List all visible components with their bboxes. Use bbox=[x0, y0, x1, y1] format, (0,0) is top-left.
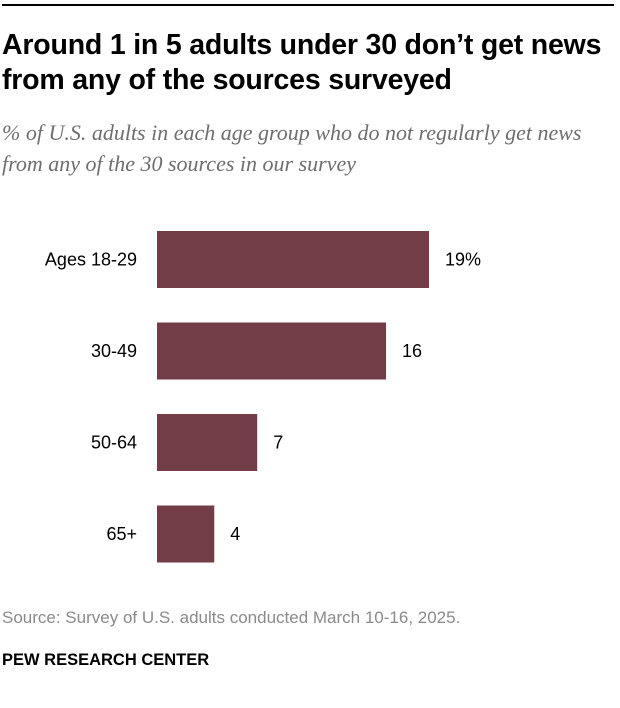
value-label: 16 bbox=[402, 341, 422, 361]
category-label: 30-49 bbox=[91, 341, 137, 361]
value-label: 19% bbox=[445, 250, 481, 270]
value-label: 4 bbox=[230, 524, 240, 544]
bar-chart: Ages 18-29 19% 30-49 16 50-64 7 65+ 4 bbox=[45, 231, 481, 563]
chart-subtitle: % of U.S. adults in each age group who d… bbox=[2, 120, 582, 176]
category-label: Ages 18-29 bbox=[45, 250, 137, 270]
bar bbox=[157, 505, 215, 563]
category-label: 65+ bbox=[106, 524, 137, 544]
bar bbox=[157, 414, 258, 471]
category-label: 50-64 bbox=[91, 433, 137, 453]
bar bbox=[157, 231, 429, 288]
organization-name: PEW RESEARCH CENTER bbox=[2, 651, 210, 669]
value-label: 7 bbox=[273, 433, 283, 453]
top-rule bbox=[2, 4, 614, 6]
chart-title: Around 1 in 5 adults under 30 don’t get … bbox=[2, 29, 602, 96]
bar bbox=[157, 322, 387, 380]
source-note: Source: Survey of U.S. adults conducted … bbox=[2, 608, 461, 627]
